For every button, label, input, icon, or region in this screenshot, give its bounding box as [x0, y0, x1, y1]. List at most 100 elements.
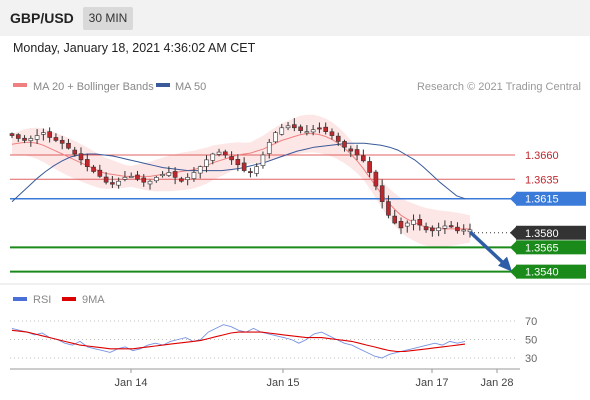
candle-body: [72, 149, 78, 155]
candle-body: [323, 126, 328, 132]
candle-body: [128, 176, 134, 178]
level-label-box: [516, 225, 586, 240]
ma9-legend-swatch: [62, 297, 76, 301]
candle-body: [467, 229, 473, 233]
candle-body: [254, 166, 259, 174]
candle-body: [15, 134, 21, 139]
rsi-panel: 70 50 30: [10, 316, 537, 365]
candle-body: [47, 131, 52, 138]
candle-body: [166, 172, 172, 176]
level-label-pointer: [510, 241, 516, 254]
candle-body: [310, 129, 316, 133]
candle-body: [147, 180, 153, 185]
level-label-pointer: [510, 192, 516, 205]
candle-body: [41, 132, 46, 135]
symbol-label: GBP/USD: [10, 10, 74, 26]
candle-body: [260, 154, 266, 166]
x-tick-label: Jan 17: [415, 377, 448, 389]
candle-body: [34, 135, 40, 140]
candle-body: [22, 137, 27, 141]
candle-body: [135, 174, 140, 180]
x-tick-label: Jan 28: [480, 377, 513, 389]
candle-body: [91, 166, 96, 172]
candle-body: [59, 140, 65, 144]
candle-body: [210, 153, 216, 161]
candle-body: [436, 227, 441, 231]
candle-body: [197, 166, 203, 174]
candle-body: [179, 178, 184, 182]
x-axis-ticks: Jan 14 Jan 15 Jan 17 Jan 28: [114, 369, 514, 389]
candle-body: [185, 177, 190, 180]
chart-header: GBP/USD 30 MIN: [0, 0, 590, 36]
candle-body: [229, 156, 234, 161]
candle-body: [241, 162, 247, 171]
rsi-line: [11, 324, 466, 359]
candle-body: [298, 126, 303, 131]
copyright-label: Research © 2021 Trading Central: [417, 81, 581, 93]
candlesticks: [9, 118, 473, 238]
candle-body: [404, 222, 410, 227]
candle-body: [160, 174, 165, 176]
level-label: 1.3580: [525, 228, 559, 240]
ma20-legend-swatch: [13, 83, 27, 87]
candle-body: [191, 172, 197, 179]
candle-body: [304, 131, 310, 134]
candle-body: [392, 215, 398, 224]
candle-body: [448, 225, 454, 228]
candle-body: [342, 141, 347, 148]
candle-body: [367, 161, 372, 173]
rsi-ma-line: [11, 329, 466, 353]
candle-body: [430, 227, 435, 232]
candle-body: [335, 135, 341, 142]
candle-body: [103, 176, 109, 183]
candle-body: [204, 159, 209, 167]
candle-body: [248, 171, 253, 174]
candle-body: [9, 133, 15, 136]
ma50-legend-swatch: [156, 83, 170, 87]
level-label-box: [516, 240, 586, 255]
candle-body: [373, 171, 379, 187]
forecast-arrow-head: [498, 256, 512, 272]
ma50-legend-label: MA 50: [175, 81, 206, 93]
candle-body: [423, 226, 429, 231]
candle-body: [273, 132, 278, 143]
candle-body: [461, 229, 467, 232]
forecast-arrow-shaft: [468, 230, 506, 265]
rsi-legend-label: RSI: [33, 294, 51, 306]
candle-body: [66, 142, 71, 149]
candle-body: [386, 201, 391, 216]
candle-body: [455, 226, 460, 232]
candle-body: [379, 185, 385, 202]
candle-body: [84, 159, 90, 167]
candle-body: [154, 177, 159, 182]
level-label-box: [516, 264, 586, 279]
candle-body: [122, 177, 128, 180]
ma20-legend-label: MA 20 + Bollinger Bands: [33, 81, 154, 93]
candle-body: [110, 182, 115, 185]
candle-body: [28, 138, 34, 141]
x-tick-label: Jan 15: [266, 377, 299, 389]
level-label: 1.3540: [525, 267, 559, 279]
rsi-tick-label: 50: [525, 335, 537, 347]
candle-body: [235, 159, 241, 166]
candle-body: [411, 219, 416, 225]
level-label-pointer: [510, 226, 516, 239]
level-label-pointer: [510, 265, 516, 278]
bollinger-bands: [12, 114, 470, 248]
level-label-box: [516, 191, 586, 206]
timeframe-button[interactable]: 30 MIN: [83, 7, 133, 30]
candle-body: [285, 125, 291, 129]
datetime-label: Monday, January 18, 2021 4:36:02 AM CET: [13, 41, 256, 55]
candle-body: [279, 127, 285, 135]
candle-body: [97, 169, 103, 177]
candle-body: [398, 221, 404, 229]
legend: MA 20 + Bollinger Bands MA 50 Research ©…: [13, 81, 581, 93]
ma9-legend-label: 9MA: [82, 294, 105, 306]
rsi-tick-label: 30: [525, 353, 537, 365]
candle-body: [223, 151, 228, 156]
candle-body: [78, 153, 84, 161]
bollinger-band-area: [12, 114, 470, 248]
candle-body: [216, 151, 222, 155]
candle-body: [116, 180, 121, 186]
